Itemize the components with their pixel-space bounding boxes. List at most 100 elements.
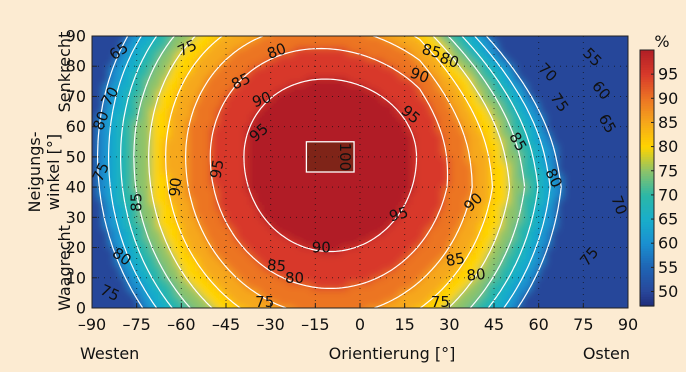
heatmap-cell — [371, 102, 379, 109]
heatmap-cell — [490, 138, 498, 146]
heatmap-cell — [228, 301, 236, 308]
heatmap-cell — [103, 301, 111, 308]
contour-label: 80 — [89, 109, 112, 133]
heatmap-cell — [383, 295, 391, 303]
heatmap-cell — [514, 301, 522, 308]
heatmap-cell — [80, 108, 87, 115]
heatmap-cell — [401, 186, 408, 194]
heatmap-cell — [574, 102, 581, 109]
heatmap-cell — [97, 53, 105, 61]
heatmap-cell — [484, 198, 492, 206]
heatmap-cell — [121, 120, 129, 127]
heatmap-cell — [609, 247, 617, 254]
heatmap-cell — [198, 47, 206, 55]
heatmap-cell — [454, 138, 462, 146]
x-tick-label: 60 — [528, 315, 548, 334]
heatmap-cell — [520, 307, 528, 308]
heatmap-cell — [520, 277, 528, 285]
heatmap-cell — [92, 156, 99, 164]
heatmap-cell — [532, 36, 539, 43]
heatmap-cell — [407, 144, 414, 152]
heatmap-cell — [621, 186, 628, 194]
heatmap-cell — [222, 259, 230, 266]
heatmap-cell — [288, 36, 295, 43]
heatmap-cell — [365, 259, 373, 266]
heatmap-cell — [460, 96, 468, 103]
heatmap-cell — [544, 96, 551, 103]
heatmap-cell — [92, 132, 99, 140]
heatmap-cell — [508, 217, 516, 224]
heatmap-cell — [562, 114, 569, 121]
heatmap-cell — [97, 295, 105, 303]
heatmap-cell — [544, 120, 551, 127]
colorbar-segment — [640, 277, 654, 281]
heatmap-cell — [92, 217, 93, 224]
heatmap-cell — [520, 235, 528, 242]
heatmap-cell — [454, 78, 462, 85]
heatmap-cell — [538, 84, 545, 91]
heatmap-cell — [353, 162, 361, 170]
heatmap-cell — [115, 59, 123, 67]
heatmap-cell — [538, 156, 545, 164]
heatmap-cell — [270, 217, 277, 224]
heatmap-cell — [550, 229, 557, 236]
heatmap-cell — [395, 307, 402, 308]
heatmap-cell — [133, 204, 140, 212]
heatmap-cell — [550, 204, 557, 212]
heatmap-cell — [294, 229, 301, 236]
colorbar-segment — [640, 117, 654, 121]
heatmap-cell — [359, 180, 367, 188]
heatmap-cell — [603, 65, 611, 73]
heatmap-cell — [264, 241, 271, 248]
heatmap-cell — [562, 168, 569, 176]
heatmap-cell — [252, 144, 260, 152]
heatmap-cell — [288, 84, 295, 91]
heatmap-cell — [627, 36, 628, 43]
colorbar-tick-label: 65 — [658, 210, 678, 229]
heatmap-cell — [258, 65, 266, 73]
heatmap-cell — [210, 150, 218, 158]
contour-label: 90 — [166, 177, 186, 198]
heatmap-cell — [484, 168, 492, 176]
heatmap-cell — [520, 198, 528, 206]
heatmap-cell — [550, 41, 557, 49]
heatmap-cell — [139, 223, 146, 230]
heatmap-cell — [449, 24, 456, 31]
heatmap-cell — [502, 96, 510, 103]
heatmap-cell — [282, 180, 289, 188]
heatmap-cell — [413, 241, 420, 248]
heatmap-cell — [466, 47, 474, 55]
heatmap-cell — [336, 314, 343, 321]
heatmap-cell — [210, 102, 218, 109]
heatmap-cell — [490, 36, 498, 43]
heatmap-cell — [508, 223, 516, 230]
heatmap-cell — [163, 150, 170, 158]
heatmap-cell — [591, 186, 599, 194]
heatmap-cell — [216, 277, 224, 285]
heatmap-cell — [329, 271, 337, 279]
heatmap-cell — [92, 168, 99, 176]
heatmap-cell — [443, 96, 450, 103]
heatmap-cell — [365, 120, 373, 127]
heatmap-cell — [258, 223, 266, 230]
heatmap-cell — [181, 259, 188, 266]
heatmap-cell — [222, 126, 230, 134]
heatmap-cell — [413, 144, 420, 152]
heatmap-cell — [300, 84, 307, 91]
heatmap-cell — [472, 229, 480, 236]
heatmap-cell — [121, 210, 129, 218]
heatmap-cell — [163, 65, 170, 73]
heatmap-cell — [192, 265, 200, 273]
heatmap-cell — [520, 259, 528, 266]
heatmap-cell — [288, 229, 295, 236]
heatmap-cell — [198, 301, 206, 308]
heatmap-cell — [419, 265, 426, 273]
heatmap-cell — [115, 120, 123, 127]
heatmap-cell — [419, 41, 426, 49]
heatmap-cell — [389, 138, 397, 146]
heatmap-cell — [324, 24, 331, 31]
heatmap-cell — [597, 253, 605, 260]
heatmap-cell — [615, 84, 623, 91]
heatmap-cell — [210, 132, 218, 140]
heatmap-cell — [252, 301, 260, 308]
